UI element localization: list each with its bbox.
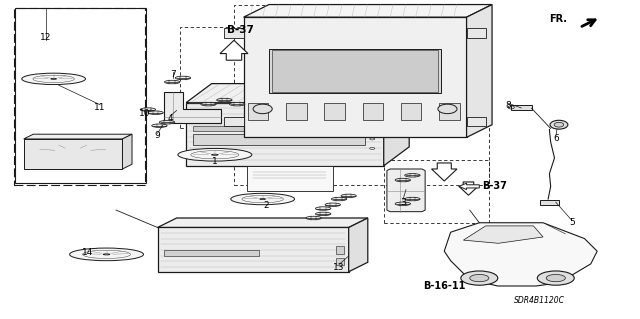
Text: 1: 1 <box>212 157 218 166</box>
Bar <box>540 200 559 205</box>
Bar <box>164 250 259 256</box>
Polygon shape <box>24 139 122 169</box>
Ellipse shape <box>103 254 110 255</box>
Text: 3: 3 <box>400 198 406 207</box>
Polygon shape <box>157 227 349 272</box>
Ellipse shape <box>70 248 143 261</box>
Bar <box>248 103 268 120</box>
Ellipse shape <box>178 148 252 161</box>
Text: FR.: FR. <box>549 14 567 24</box>
Bar <box>14 8 145 185</box>
Bar <box>193 134 365 145</box>
Ellipse shape <box>260 198 266 200</box>
Bar <box>439 103 460 120</box>
Ellipse shape <box>22 73 86 85</box>
Bar <box>180 27 285 128</box>
Bar <box>324 103 345 120</box>
Ellipse shape <box>231 193 294 205</box>
Polygon shape <box>244 17 467 137</box>
Ellipse shape <box>316 212 331 216</box>
Bar <box>225 28 244 38</box>
Ellipse shape <box>212 154 218 155</box>
Text: B-16-11: B-16-11 <box>423 281 465 291</box>
Ellipse shape <box>438 104 457 114</box>
Bar <box>336 257 344 265</box>
Bar <box>193 126 256 131</box>
Ellipse shape <box>175 76 191 80</box>
Ellipse shape <box>159 121 175 124</box>
Ellipse shape <box>395 202 410 205</box>
Ellipse shape <box>325 203 340 206</box>
Bar <box>511 105 532 110</box>
Polygon shape <box>459 182 478 195</box>
Ellipse shape <box>395 178 410 182</box>
Polygon shape <box>459 183 479 189</box>
Polygon shape <box>186 103 384 166</box>
Ellipse shape <box>201 102 216 106</box>
Polygon shape <box>186 84 409 103</box>
Ellipse shape <box>546 274 565 282</box>
Text: 5: 5 <box>569 218 575 227</box>
Ellipse shape <box>164 80 180 84</box>
Bar <box>225 117 244 126</box>
Ellipse shape <box>217 98 232 102</box>
Polygon shape <box>246 166 333 191</box>
Ellipse shape <box>461 271 498 285</box>
Ellipse shape <box>332 197 347 201</box>
Bar <box>401 103 421 120</box>
Ellipse shape <box>152 124 167 127</box>
Polygon shape <box>220 40 248 60</box>
Text: 9: 9 <box>155 131 161 140</box>
Bar <box>269 49 441 93</box>
Bar <box>467 117 486 126</box>
Polygon shape <box>463 226 543 243</box>
Polygon shape <box>164 92 221 123</box>
Text: 10: 10 <box>139 109 150 118</box>
Polygon shape <box>122 134 132 169</box>
Text: 4: 4 <box>168 114 173 123</box>
Polygon shape <box>157 218 368 227</box>
Text: 8: 8 <box>505 101 511 110</box>
Ellipse shape <box>538 271 574 285</box>
Ellipse shape <box>253 104 272 114</box>
Polygon shape <box>387 169 425 212</box>
Bar <box>286 103 307 120</box>
Polygon shape <box>444 223 597 286</box>
Text: 11: 11 <box>95 103 106 112</box>
Ellipse shape <box>554 122 564 127</box>
Text: 2: 2 <box>263 201 269 210</box>
Ellipse shape <box>550 120 568 129</box>
Polygon shape <box>431 163 457 181</box>
Bar <box>336 247 344 254</box>
Polygon shape <box>24 134 132 139</box>
Ellipse shape <box>341 194 356 197</box>
Ellipse shape <box>306 216 321 220</box>
Ellipse shape <box>404 197 420 201</box>
Ellipse shape <box>148 111 163 115</box>
Bar <box>384 160 489 223</box>
Ellipse shape <box>316 207 331 210</box>
Text: SDR4B1120C: SDR4B1120C <box>515 296 565 305</box>
Text: 13: 13 <box>333 263 345 271</box>
Text: 6: 6 <box>553 134 559 144</box>
Polygon shape <box>467 4 492 137</box>
Ellipse shape <box>404 174 420 177</box>
Ellipse shape <box>230 102 245 106</box>
Bar <box>234 4 489 185</box>
Bar <box>467 28 486 38</box>
Ellipse shape <box>470 274 489 282</box>
Ellipse shape <box>51 78 56 79</box>
Polygon shape <box>244 4 492 17</box>
Ellipse shape <box>140 108 156 111</box>
Polygon shape <box>384 84 409 166</box>
Text: 7: 7 <box>171 70 176 78</box>
Bar <box>363 103 383 120</box>
Text: B-37: B-37 <box>483 182 508 191</box>
Text: B-37: B-37 <box>227 25 254 34</box>
Text: 12: 12 <box>40 33 52 42</box>
Bar <box>15 8 146 183</box>
Polygon shape <box>349 218 368 272</box>
Text: 14: 14 <box>82 248 93 257</box>
Bar <box>272 50 438 92</box>
